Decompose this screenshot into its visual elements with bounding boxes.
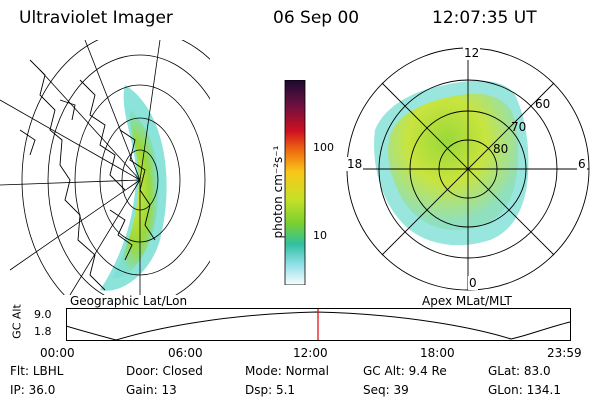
mlt-label-0: 0: [468, 276, 478, 290]
altitude-plot: [66, 308, 571, 341]
info-glat: GLat: 83.0: [488, 364, 551, 378]
x-tick-0000: 00:00: [40, 346, 75, 360]
info-mode: Mode: Normal: [245, 364, 329, 378]
colorbar-tick-10: 10: [313, 229, 327, 242]
polar-grid: [346, 47, 590, 291]
colorbar: [284, 80, 306, 285]
info-ip: IP: 36.0: [10, 383, 56, 397]
x-tick-1200: 12:00: [293, 346, 328, 360]
info-flt: Flt: LBHL: [10, 364, 64, 378]
mlat-label-80: 80: [493, 142, 509, 156]
geographic-label: Geographic Lat/Lon: [70, 294, 188, 308]
time-label: 12:07:35 UT: [432, 8, 537, 28]
info-glon: GLon: 134.1: [488, 383, 561, 397]
info-dsp: Dsp: 5.1: [245, 383, 296, 397]
polar-plot: [346, 47, 590, 291]
x-tick-2359: 23:59: [547, 346, 582, 360]
geographic-map: [0, 40, 210, 295]
x-tick-1800: 18:00: [420, 346, 455, 360]
mlat-label-70: 70: [511, 120, 527, 134]
colorbar-unit-label: photon cm⁻²s⁻¹: [271, 145, 285, 239]
mlt-label-6: 6: [577, 157, 587, 171]
altitude-ymin: 1.8: [34, 325, 52, 338]
altitude-axis-label: GC Alt: [10, 304, 24, 339]
x-tick-0600: 06:00: [168, 346, 203, 360]
apex-label: Apex MLat/MLT: [422, 294, 512, 308]
info-door: Door: Closed: [126, 364, 203, 378]
colorbar-tick-100: 100: [313, 141, 334, 154]
info-gain: Gain: 13: [126, 383, 177, 397]
info-seq: Seq: 39: [363, 383, 409, 397]
coastlines: [19, 59, 156, 291]
altitude-ymax: 9.0: [34, 308, 52, 321]
polar-aurora-core: [388, 93, 519, 230]
graticule: [0, 40, 210, 295]
info-gc-alt: GC Alt: 9.4 Re: [363, 364, 447, 378]
altitude-curve: [66, 311, 571, 341]
instrument-title: Ultraviolet Imager: [19, 8, 173, 28]
mlat-label-60: 60: [535, 97, 551, 111]
mlt-label-18: 18: [346, 157, 364, 171]
date-label: 06 Sep 00: [273, 8, 360, 28]
mlt-label-12: 12: [463, 46, 481, 60]
